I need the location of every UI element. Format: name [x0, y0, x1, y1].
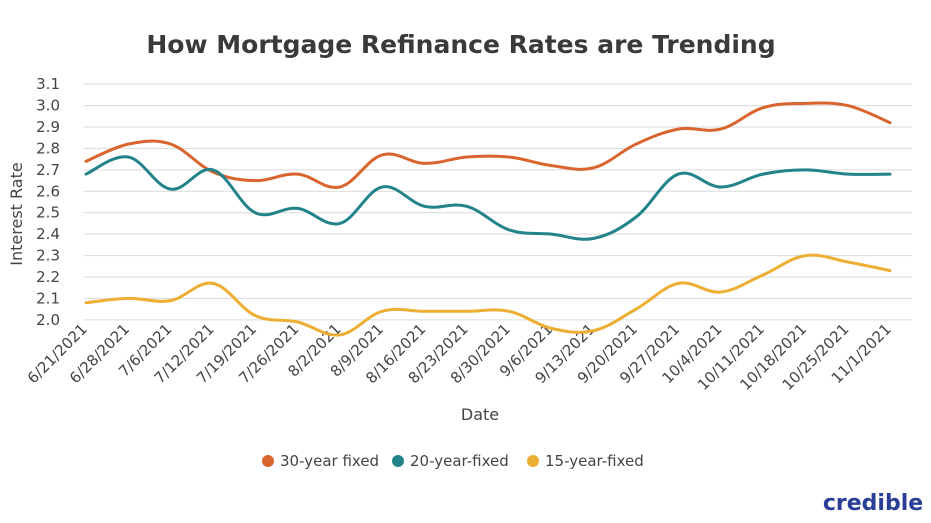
- y-tick-labels: 3.1 3.0 2.9 2.8 2.7 2.6 2.5 2.4 2.3 2.2 2.1 2.0: [36, 75, 60, 329]
- legend-marker: [392, 455, 404, 467]
- y-tick-label: 3.0: [36, 97, 60, 115]
- gridlines: [84, 83, 912, 321]
- y-tick-label: 2.8: [36, 139, 60, 157]
- y-axis-label: Interest Rate: [7, 162, 26, 265]
- series-line-30-year-fixed: [84, 101, 892, 189]
- y-tick-label: 2.6: [36, 182, 60, 200]
- y-tick-label: 2.9: [36, 118, 60, 136]
- y-tick-label: 3.1: [36, 75, 60, 93]
- y-tick-label: 2.1: [36, 289, 60, 307]
- legend-label: 15-year-fixed: [545, 452, 644, 470]
- legend-marker: [527, 455, 539, 467]
- y-tick-label: 2.5: [36, 204, 60, 222]
- y-tick-label: 2.7: [36, 161, 60, 179]
- y-tick-label: 2.2: [36, 268, 60, 286]
- series-lines: [84, 101, 892, 337]
- y-tick-label: 2.0: [36, 311, 60, 329]
- y-tick-label: 2.4: [36, 225, 60, 243]
- series-line-15-year-fixed: [84, 253, 892, 337]
- chart-title: How Mortgage Refinance Rates are Trendin…: [146, 30, 775, 59]
- legend-label: 30-year fixed: [280, 452, 379, 470]
- series-line-20-year-fixed: [84, 155, 892, 241]
- legend-label: 20-year-fixed: [410, 452, 509, 470]
- legend: 30-year fixed 20-year-fixed 15-year-fixed: [262, 452, 644, 470]
- credible-logo: credible: [823, 491, 923, 516]
- legend-marker: [262, 455, 274, 467]
- y-tick-label: 2.3: [36, 247, 60, 265]
- x-axis-label: Date: [461, 405, 499, 424]
- x-tick-labels: 6/21/20216/28/20217/6/20217/12/20217/19/…: [24, 320, 895, 394]
